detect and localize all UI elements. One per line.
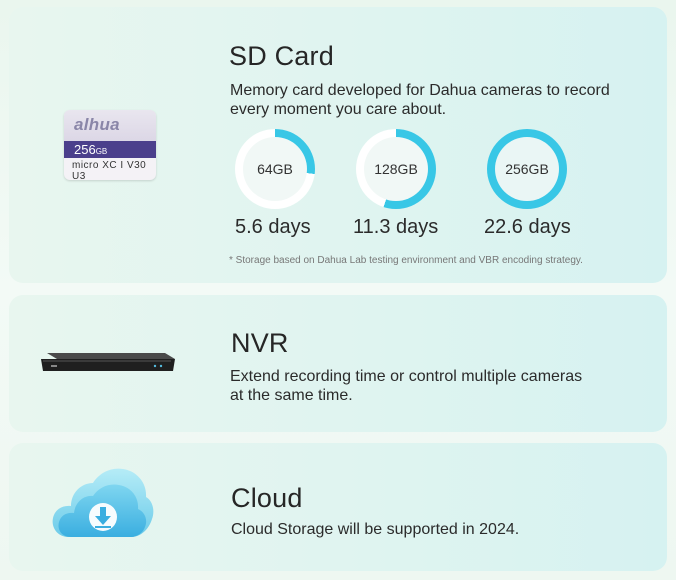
capacity-unit: GB xyxy=(95,147,108,156)
recording-days-256: 22.6 days xyxy=(484,216,571,238)
cloud-description: Cloud Storage will be supported in 2024. xyxy=(231,521,520,538)
capacity-value: 256 xyxy=(74,142,96,157)
card-spec: micro XC I V30 U3 xyxy=(72,160,147,180)
nvr-device-icon xyxy=(41,353,175,371)
capacity-label: 128GB xyxy=(364,137,428,201)
sd-card-image: alhua 256GB micro XC I V30 U3 xyxy=(64,110,156,180)
capacity-label: 256GB xyxy=(495,137,559,201)
storage-footnote: * Storage based on Dahua Lab testing env… xyxy=(229,255,583,266)
capacity-ring-128: 128GB xyxy=(356,129,436,209)
nvr-panel: NVR Extend recording time or control mul… xyxy=(9,295,667,432)
sd-card-description: Memory card developed for Dahua cameras … xyxy=(230,82,610,118)
cloud-download-icon xyxy=(52,468,154,537)
cloud-panel: Cloud Cloud Storage will be supported in… xyxy=(9,443,667,571)
recording-days-128: 11.3 days xyxy=(353,216,439,238)
sd-card-title: SD Card xyxy=(229,41,334,71)
capacity-band: 256GB xyxy=(64,141,156,158)
nvr-title: NVR xyxy=(231,328,289,358)
recording-days-64: 5.6 days xyxy=(235,216,311,238)
capacity-ring-64: 64GB xyxy=(235,129,315,209)
cloud-title: Cloud xyxy=(231,483,303,513)
nvr-description: Extend recording time or control multipl… xyxy=(230,368,583,404)
brand-logo: alhua xyxy=(64,110,156,141)
capacity-label: 64GB xyxy=(243,137,307,201)
sd-card-panel: alhua 256GB micro XC I V30 U3 SD Card Me… xyxy=(9,7,667,283)
capacity-ring-256: 256GB xyxy=(487,129,567,209)
